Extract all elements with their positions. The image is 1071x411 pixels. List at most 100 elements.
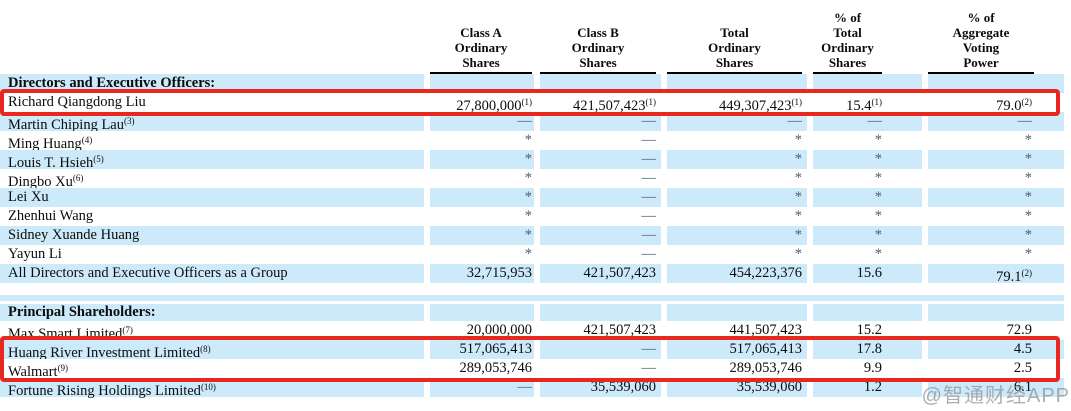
holder-name: Yayun Li: [0, 245, 424, 264]
section-header-row: Principal Shareholders:: [0, 304, 1064, 321]
cell-value: —: [517, 379, 533, 395]
cell-value: *: [1024, 208, 1032, 224]
column-header-label: % of Aggregate Voting Power: [928, 10, 1034, 74]
value-cell: *: [813, 188, 922, 207]
holder-name-text: Fortune Rising Holdings Limited: [8, 383, 201, 399]
value-cell: 1.2: [813, 378, 922, 397]
cell-value: *: [1024, 189, 1032, 205]
value-cell: 289,053,746: [667, 359, 807, 378]
cell-value: 421,507,423: [583, 322, 657, 338]
footnote-marker: (4): [81, 135, 93, 145]
footnote-marker: (7): [122, 325, 133, 335]
watermark: @智通财经APP: [921, 385, 1070, 407]
value-cell: *: [928, 169, 1064, 188]
column-header: % of Total Ordinary Shares: [813, 10, 922, 74]
cell-value: *: [794, 208, 802, 224]
holdings-table: Class A Ordinary Shares Class B Ordinary Shar…: [0, 10, 1064, 399]
column-header-line: Shares: [828, 55, 867, 70]
footnote-marker: (1): [645, 97, 657, 107]
value-cell: *: [813, 245, 922, 264]
column-header-line: % of: [967, 10, 995, 25]
value-cell: *: [667, 169, 807, 188]
value-cell: 421,507,423(1): [540, 93, 661, 114]
value-cell: [540, 304, 661, 321]
value-cell: —: [430, 378, 534, 397]
holder-name: Martin Chiping Lau(3): [0, 112, 424, 133]
spacer-row: [0, 283, 1064, 295]
value-cell: *: [928, 188, 1064, 207]
value-cell: 35,539,060: [667, 378, 807, 397]
value-cell: *: [928, 226, 1064, 245]
value-cell: 4.5: [928, 340, 1064, 359]
column-header-line: Power: [963, 55, 999, 70]
cell-value: 449,307,423: [719, 98, 792, 114]
table-row: Max Smart Limited(7) 20,000,000 421,507,42…: [0, 321, 1064, 342]
holder-name: Ming Huang(4): [0, 131, 424, 152]
value-cell: —: [540, 169, 661, 188]
column-header-line: Ordinary: [454, 40, 508, 55]
cell-value: *: [794, 151, 802, 167]
value-cell: *: [667, 131, 807, 150]
cell-value: —: [1017, 113, 1033, 129]
table-row: Yayun Li * — * * *: [0, 245, 1064, 264]
value-cell: [813, 74, 922, 93]
table-row: Dingbo Xu(6) * — * * *: [0, 169, 1064, 190]
cell-value: 441,507,423: [729, 322, 803, 338]
holder-name-text: All Directors and Executive Officers as …: [8, 265, 288, 281]
cell-value: —: [641, 170, 657, 186]
cell-value: 15.4: [846, 98, 872, 114]
value-cell: 15.6: [813, 264, 922, 283]
cell-value: —: [641, 227, 657, 243]
value-cell: *: [928, 150, 1064, 169]
table-row: Lei Xu * — * * *: [0, 188, 1064, 207]
value-cell: 15.4(1): [813, 93, 922, 114]
cell-value: 421,507,423: [583, 265, 657, 281]
table-row: Zhenhui Wang * — * * *: [0, 207, 1064, 226]
value-cell: 6.1: [928, 378, 1064, 397]
section-title: Directors and Executive Officers:: [0, 74, 424, 93]
holder-name-text: Yayun Li: [8, 246, 62, 262]
footnote-marker: (3): [124, 116, 135, 126]
cell-value: 9.9: [863, 360, 882, 376]
cell-value: —: [641, 151, 657, 167]
value-cell: [667, 74, 807, 93]
footnote-marker: (8): [200, 344, 211, 354]
holder-name-text: Richard Qiangdong Liu: [8, 94, 146, 110]
holder-name: Zhenhui Wang: [0, 207, 424, 226]
cell-value: 421,507,423: [573, 98, 646, 114]
table-row: Huang River Investment Limited(8) 517,065…: [0, 340, 1064, 361]
section-header-row: Directors and Executive Officers:: [0, 74, 1064, 93]
holder-name-text: Principal Shareholders:: [8, 304, 156, 320]
value-cell: *: [667, 226, 807, 245]
footnote-marker: (5): [93, 154, 104, 164]
column-header-line: % of: [833, 10, 862, 25]
cell-value: —: [517, 113, 533, 129]
value-cell: 517,065,413: [667, 340, 807, 359]
cell-value: *: [524, 208, 532, 224]
column-header-line: Total: [720, 25, 749, 40]
footnote-marker: (2): [1021, 97, 1033, 107]
value-cell: 421,507,423: [540, 264, 661, 283]
value-cell: 449,307,423(1): [667, 93, 807, 114]
column-header: Class A Ordinary Shares: [430, 25, 534, 74]
column-header: % of Aggregate Voting Power: [928, 10, 1064, 74]
column-header-label: Class B Ordinary Shares: [540, 25, 656, 74]
cell-value: *: [874, 132, 882, 148]
value-cell: 20,000,000: [430, 321, 534, 340]
cell-value: 27,800,000: [456, 98, 522, 114]
value-cell: —: [540, 150, 661, 169]
value-cell: —: [540, 131, 661, 150]
cell-value: *: [794, 132, 802, 148]
column-header-label: Total Ordinary Shares: [667, 25, 802, 74]
column-header-line: Total: [833, 25, 862, 40]
value-cell: 2.5: [928, 359, 1064, 378]
value-cell: *: [813, 131, 922, 150]
holder-name: Dingbo Xu(6): [0, 169, 424, 190]
column-header-label: % of Total Ordinary Shares: [813, 10, 882, 74]
holder-name: Fortune Rising Holdings Limited(10): [0, 378, 424, 399]
cell-value: *: [1024, 132, 1032, 148]
value-cell: *: [430, 150, 534, 169]
cell-value: —: [867, 113, 883, 129]
column-header-line: Aggregate: [952, 25, 1010, 40]
value-cell: *: [928, 131, 1064, 150]
